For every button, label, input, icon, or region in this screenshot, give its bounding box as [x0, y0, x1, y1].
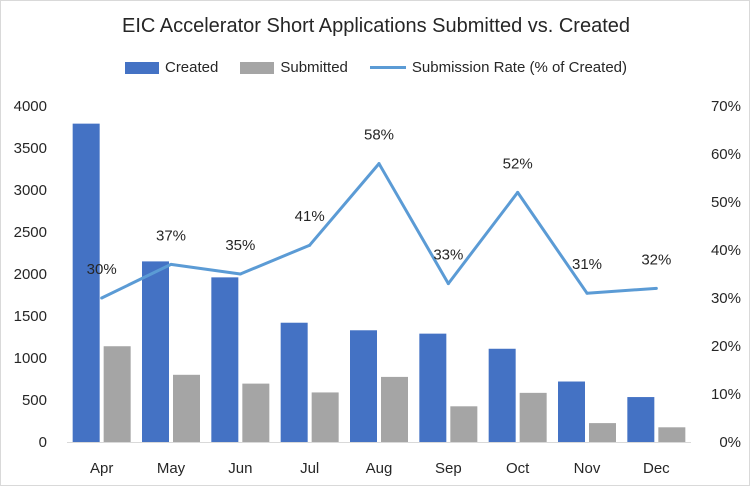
- x-tick-label: Apr: [90, 460, 113, 477]
- legend-swatch-rate: [369, 66, 406, 69]
- rate-point: [100, 296, 104, 300]
- x-tick-label: Nov: [574, 460, 601, 477]
- x-tick-label: May: [157, 460, 186, 477]
- rate-point: [585, 291, 589, 295]
- rate-point: [377, 162, 381, 166]
- bar-submitted: [311, 392, 339, 442]
- y-left-tick-label: 2500: [14, 224, 47, 241]
- y-left-tick-label: 1500: [14, 308, 47, 325]
- rate-data-label: 35%: [225, 237, 255, 254]
- rate-data-label: 41%: [295, 208, 325, 225]
- y-left-tick-label: 500: [22, 392, 47, 409]
- rate-data-label: 58%: [364, 127, 394, 144]
- x-tick-label: Aug: [366, 460, 393, 477]
- y-right-tick-label: 20%: [711, 338, 741, 355]
- rate-point: [308, 243, 312, 247]
- bar-created: [627, 397, 655, 442]
- bar-submitted: [173, 374, 200, 442]
- rate-data-label: 31%: [572, 256, 602, 273]
- y-right-tick-label: 70%: [711, 98, 741, 115]
- x-tick-label: Dec: [643, 460, 670, 477]
- rate-data-label: 30%: [87, 261, 117, 278]
- y-left-tick-label: 4000: [14, 98, 47, 115]
- legend-item-rate: Submission Rate (% of Created): [369, 59, 627, 76]
- bar-created: [280, 322, 308, 442]
- y-right-tick-label: 50%: [711, 194, 741, 211]
- rate-point: [654, 286, 658, 290]
- x-tick-label: Sep: [435, 460, 462, 477]
- bar-submitted: [381, 376, 408, 442]
- y-right-tick-label: 10%: [711, 386, 741, 403]
- legend-label-rate: Submission Rate (% of Created): [411, 59, 627, 76]
- bar-created: [142, 261, 169, 442]
- rate-point: [446, 282, 450, 286]
- x-tick-label: Jul: [300, 460, 319, 477]
- y-right-tick-label: 0%: [719, 434, 741, 451]
- y-right-tick-label: 30%: [711, 290, 741, 307]
- y-right-tick-label: 40%: [711, 242, 741, 259]
- y-left-tick-label: 3000: [14, 182, 47, 199]
- legend: Created Submitted Submission Rate (% of …: [1, 59, 750, 76]
- y-right-tick-label: 60%: [711, 146, 741, 163]
- legend-item-created: Created: [124, 59, 219, 76]
- y-left-tick-label: 2000: [14, 266, 47, 283]
- y-left-tick-label: 3500: [14, 140, 47, 157]
- bar-submitted: [658, 427, 686, 442]
- bar-created: [350, 330, 377, 442]
- rate-point: [169, 262, 173, 266]
- rate-data-label: 33%: [433, 247, 463, 264]
- bar-submitted: [519, 392, 547, 442]
- bar-created: [72, 123, 100, 442]
- rate-data-label: 37%: [156, 227, 186, 244]
- bar-created: [211, 277, 239, 442]
- rate-point: [238, 272, 242, 276]
- bar-created: [488, 348, 516, 442]
- x-tick-label: Oct: [506, 460, 530, 477]
- y-left-tick-label: 1000: [14, 350, 47, 367]
- bar-submitted: [450, 406, 478, 442]
- rate-data-label: 32%: [641, 251, 671, 268]
- bar-submitted: [103, 346, 131, 442]
- y-left-tick-label: 0: [39, 434, 47, 451]
- bar-submitted: [242, 383, 270, 442]
- legend-item-submitted: Submitted: [240, 59, 348, 76]
- rate-point: [516, 190, 520, 194]
- legend-swatch-submitted: [240, 61, 275, 74]
- x-tick-label: Jun: [228, 460, 252, 477]
- bar-created: [419, 333, 447, 442]
- chart-title: EIC Accelerator Short Applications Submi…: [121, 15, 631, 37]
- legend-label-created: Created: [164, 59, 219, 76]
- legend-label-submitted: Submitted: [280, 59, 348, 76]
- bar-submitted: [589, 423, 616, 442]
- rate-data-label: 52%: [503, 155, 533, 172]
- legend-swatch-created: [124, 61, 159, 74]
- bar-created: [558, 381, 585, 442]
